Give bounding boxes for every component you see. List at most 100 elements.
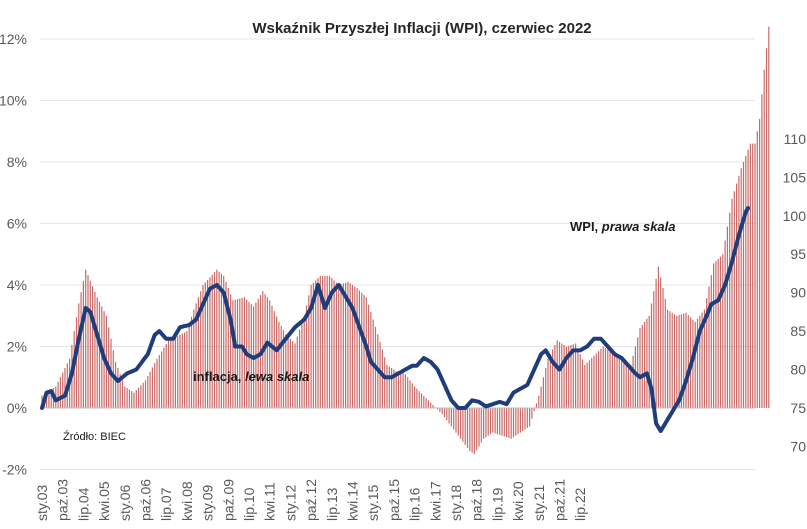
- inflation-bar: [533, 408, 535, 412]
- inflation-bar: [432, 404, 434, 408]
- wpi-annotation: WPI, prawa skala: [570, 219, 676, 234]
- inflation-bar: [202, 285, 204, 408]
- inflation-bar: [752, 143, 754, 409]
- inflation-bar: [340, 284, 342, 408]
- inflation-bar: [96, 297, 98, 408]
- inflation-bar: [588, 360, 590, 408]
- inflation-bar: [151, 367, 153, 408]
- inflation-bar: [326, 275, 328, 408]
- inflation-bar: [715, 261, 717, 408]
- inflation-bar: [671, 312, 673, 408]
- inflation-bar: [552, 349, 554, 408]
- inflation-bar: [354, 286, 356, 408]
- inflation-bar: [733, 191, 735, 408]
- inflation-annotation-scale: lewa skala: [245, 369, 309, 384]
- inflation-bar: [496, 408, 498, 435]
- inflation-bar: [742, 162, 745, 408]
- inflation-bar: [618, 357, 620, 408]
- inflation-bar: [204, 282, 206, 408]
- inflation-bar: [706, 298, 708, 408]
- inflation-bar: [188, 323, 190, 408]
- inflation-bar: [473, 408, 475, 455]
- inflation-bar: [678, 314, 680, 408]
- inflation-bar: [713, 263, 715, 408]
- inflation-bar: [138, 387, 140, 408]
- inflation-bar: [294, 343, 296, 408]
- inflation-bar: [701, 312, 703, 408]
- inflation-bar: [464, 408, 466, 445]
- x-tick-label: kwi.14: [345, 481, 361, 521]
- inflation-bar: [200, 291, 202, 408]
- inflation-bar: [308, 295, 310, 408]
- inflation-bar: [443, 408, 446, 418]
- inflation-bar: [154, 363, 156, 408]
- inflation-bar: [639, 328, 641, 408]
- inflation-bar: [448, 408, 450, 424]
- x-tick-label: paź.15: [386, 479, 402, 521]
- inflation-bar: [462, 408, 464, 442]
- left-tick-label: 2%: [7, 339, 27, 355]
- inflation-bar: [287, 336, 289, 408]
- inflation-bar: [685, 312, 687, 408]
- x-tick-label: lip.19: [489, 487, 505, 521]
- inflation-bars: [41, 26, 770, 455]
- inflation-bar: [710, 275, 712, 408]
- inflation-bar: [662, 288, 664, 408]
- x-tick-label: paź.18: [469, 479, 485, 521]
- inflation-bar: [292, 341, 294, 408]
- inflation-bar: [117, 368, 119, 408]
- inflation-bar: [501, 408, 503, 436]
- inflation-bar: [386, 364, 388, 408]
- inflation-bar: [50, 389, 52, 408]
- x-tick-label: lip.04: [75, 487, 91, 521]
- left-tick-label: 8%: [7, 154, 27, 170]
- right-tick-label: 75: [790, 400, 806, 416]
- x-tick-label: kwi.05: [96, 481, 112, 521]
- inflation-bar: [524, 408, 526, 430]
- inflation-bar: [453, 408, 455, 430]
- inflation-bar: [124, 386, 126, 408]
- inflation-bar: [59, 377, 61, 408]
- x-axis: sty.03 paź.03 lip.04 kwi.05 sty.06 paź.06 lip.…: [34, 479, 588, 521]
- right-axis: 70 75 80 85 90 95 100 105 110: [783, 131, 807, 455]
- inflation-bar: [646, 318, 648, 408]
- inflation-bar: [92, 286, 94, 408]
- inflation-bar: [324, 275, 326, 408]
- right-tick-label: 70: [790, 438, 806, 454]
- inflation-bar: [611, 352, 613, 408]
- inflation-bar: [278, 321, 280, 408]
- inflation-bar: [570, 344, 572, 408]
- inflation-bar: [563, 344, 565, 408]
- inflation-bar: [361, 292, 363, 408]
- x-tick-label: sty.03: [34, 484, 50, 521]
- inflation-bar: [487, 408, 489, 436]
- inflation-bar: [575, 343, 577, 408]
- inflation-bar: [673, 314, 676, 408]
- inflation-bar: [193, 309, 195, 408]
- x-tick-label: paź.12: [303, 479, 319, 521]
- inflation-bar: [407, 377, 409, 408]
- inflation-bar: [393, 369, 395, 408]
- inflation-bar: [236, 299, 239, 408]
- inflation-bar: [328, 275, 331, 408]
- x-tick-label: kwi.11: [262, 482, 278, 521]
- inflation-bar: [227, 288, 229, 408]
- inflation-bar: [579, 354, 581, 408]
- inflation-bar: [147, 376, 149, 408]
- inflation-bar: [703, 309, 705, 408]
- inflation-bar: [745, 155, 747, 408]
- inflation-bar: [388, 366, 390, 408]
- inflation-bar: [179, 334, 181, 408]
- inflation-bar: [282, 330, 285, 408]
- inflation-bar: [586, 362, 588, 408]
- inflation-bar: [441, 408, 443, 415]
- inflation-bar: [565, 346, 567, 408]
- inflation-bar: [517, 408, 519, 435]
- inflation-bar: [768, 26, 770, 408]
- inflation-bar: [641, 324, 643, 408]
- inflation-bar: [556, 340, 558, 408]
- inflation-bar: [581, 359, 584, 408]
- inflation-bar: [478, 408, 480, 447]
- inflation-bar: [225, 281, 227, 408]
- right-tick-label: 85: [790, 323, 806, 339]
